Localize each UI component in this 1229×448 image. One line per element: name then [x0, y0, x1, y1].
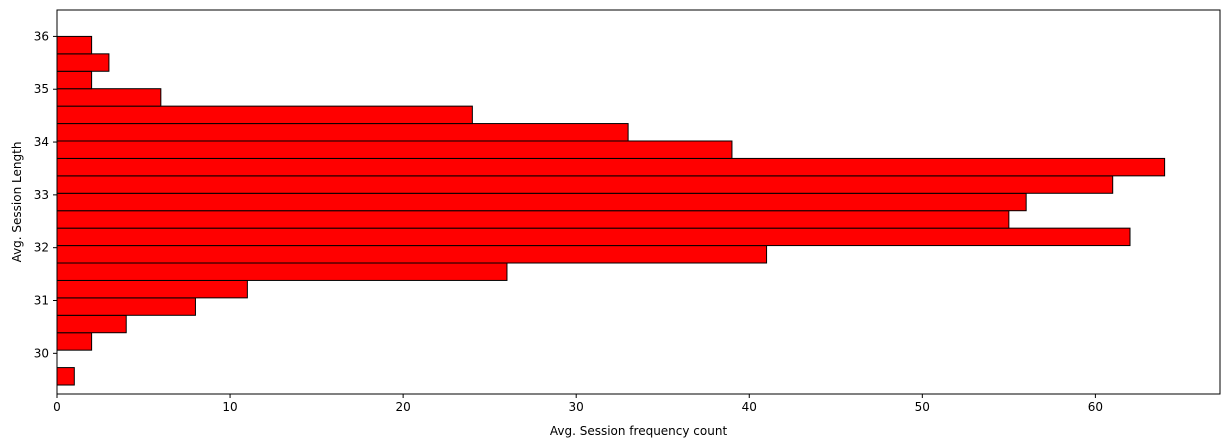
histogram-bar: [56, 70, 93, 90]
histogram-bar: [56, 262, 508, 281]
y-tick-label: 36: [34, 29, 49, 43]
x-axis-ticks: 0 10 20 30 40 50 60: [53, 394, 1103, 414]
histogram-bar: [56, 314, 127, 334]
x-tick-label: 30: [569, 400, 584, 414]
x-tick-label: 10: [222, 400, 237, 414]
histogram-bar: [56, 210, 1010, 229]
bars-group: [56, 35, 1166, 386]
histogram-bar: [56, 332, 93, 351]
y-axis-label: Avg. Session Length: [10, 142, 24, 263]
histogram-bar: [56, 297, 196, 316]
x-tick-label: 60: [1088, 400, 1103, 414]
histogram-bar: [56, 35, 93, 55]
histogram-bar: [56, 279, 248, 299]
histogram-bar: [56, 245, 768, 264]
histogram-bar: [56, 53, 110, 72]
histogram-bar: [56, 88, 162, 107]
y-axis-ticks: 30 31 32 33 34 35 36: [34, 29, 57, 360]
y-tick-label: 35: [34, 82, 49, 96]
y-tick-label: 30: [34, 346, 49, 360]
x-tick-label: 40: [742, 400, 757, 414]
histogram-bar: [56, 175, 1114, 194]
histogram-bar: [56, 140, 733, 159]
y-tick-label: 31: [34, 294, 49, 308]
histogram-bar: [56, 157, 1166, 177]
y-tick-label: 33: [34, 188, 49, 202]
histogram-bar: [56, 192, 1027, 212]
histogram-bar: [56, 123, 629, 142]
plot-frame: [56, 9, 1221, 395]
x-tick-label: 0: [53, 400, 61, 414]
x-tick-label: 50: [915, 400, 930, 414]
histogram-bar: [56, 105, 473, 125]
y-tick-label: 34: [34, 135, 49, 149]
x-tick-label: 20: [395, 400, 410, 414]
histogram-bar: [56, 367, 75, 386]
histogram-bar: [56, 227, 1131, 247]
y-tick-label: 32: [34, 241, 49, 255]
x-axis-label: Avg. Session frequency count: [550, 424, 728, 438]
